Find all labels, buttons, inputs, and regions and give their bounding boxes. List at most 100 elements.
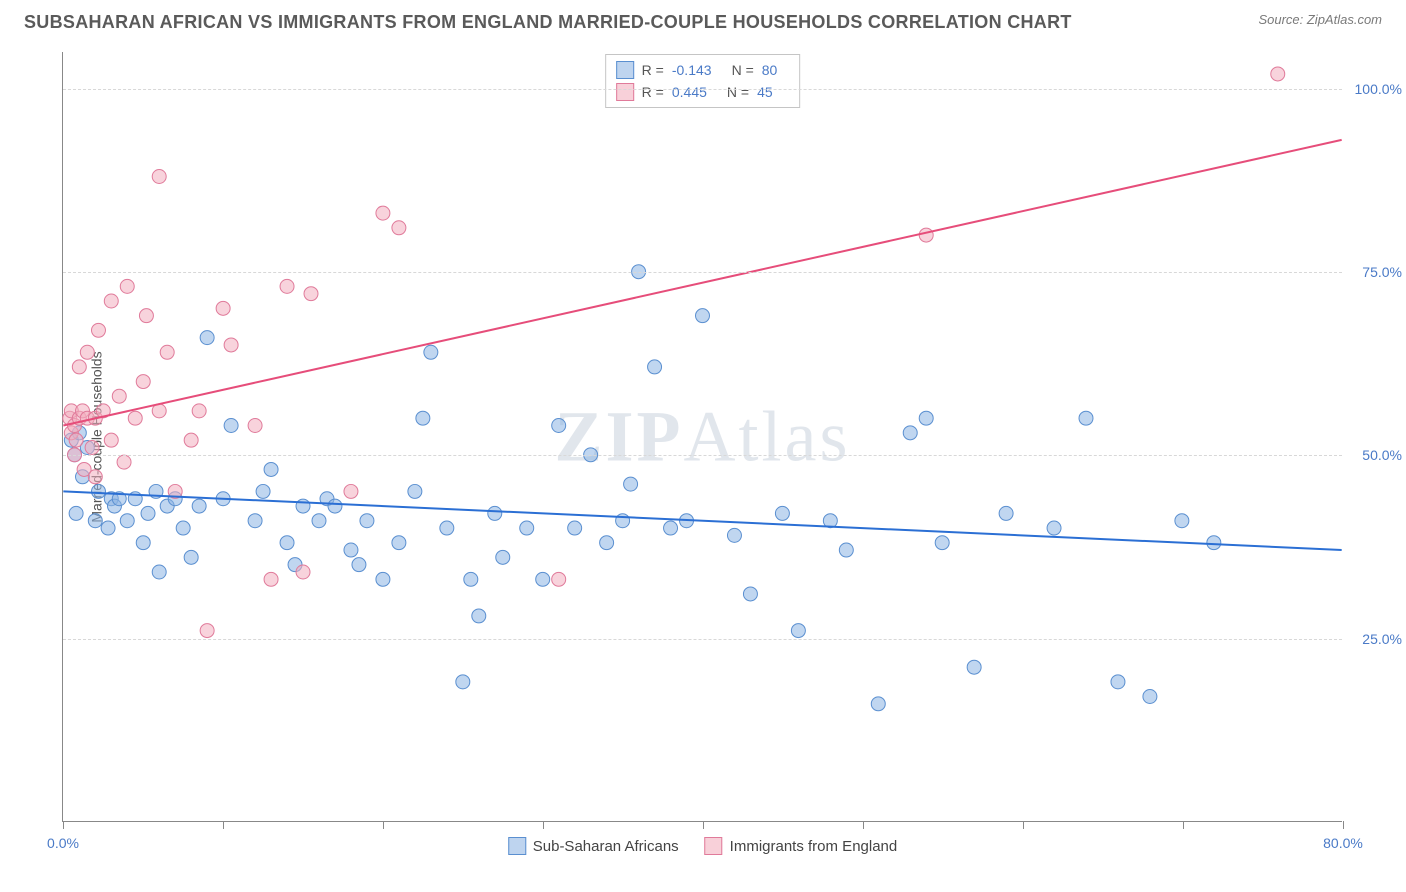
scatter-point xyxy=(344,543,358,557)
scatter-point xyxy=(743,587,757,601)
scatter-point xyxy=(600,536,614,550)
scatter-point xyxy=(88,470,102,484)
scatter-point xyxy=(464,572,478,586)
scatter-svg xyxy=(63,52,1342,821)
series-legend: Sub-Saharan Africans Immigrants from Eng… xyxy=(508,837,898,855)
y-tick-label: 100.0% xyxy=(1355,81,1402,97)
scatter-point xyxy=(376,572,390,586)
scatter-point xyxy=(224,419,238,433)
trend-line xyxy=(63,140,1341,426)
source-attribution: Source: ZipAtlas.com xyxy=(1258,12,1382,27)
x-tick xyxy=(1183,821,1184,829)
scatter-point xyxy=(192,404,206,418)
scatter-point xyxy=(472,609,486,623)
scatter-point xyxy=(80,345,94,359)
gridline-h xyxy=(63,89,1342,90)
legend-row-pink: R = 0.445 N = 45 xyxy=(616,81,790,103)
scatter-point xyxy=(536,572,550,586)
scatter-point xyxy=(160,345,174,359)
scatter-point xyxy=(919,411,933,425)
chart-plot-area: Married-couple Households ZIPAtlas R = -… xyxy=(62,52,1342,822)
scatter-point xyxy=(136,536,150,550)
x-tick xyxy=(1343,821,1344,829)
gridline-h xyxy=(63,639,1342,640)
scatter-point xyxy=(1175,514,1189,528)
x-tick xyxy=(703,821,704,829)
y-tick-label: 75.0% xyxy=(1362,264,1402,280)
r-label: R = xyxy=(642,81,664,103)
n-value-blue: 80 xyxy=(762,59,778,81)
n-value-pink: 45 xyxy=(757,81,773,103)
r-label: R = xyxy=(642,59,664,81)
scatter-point xyxy=(312,514,326,528)
correlation-legend: R = -0.143 N = 80 R = 0.445 N = 45 xyxy=(605,54,801,108)
scatter-point xyxy=(999,506,1013,520)
gridline-h xyxy=(63,272,1342,273)
legend-item-blue: Sub-Saharan Africans xyxy=(508,837,679,855)
scatter-point xyxy=(360,514,374,528)
scatter-point xyxy=(416,411,430,425)
scatter-point xyxy=(1079,411,1093,425)
scatter-point xyxy=(152,565,166,579)
scatter-point xyxy=(424,345,438,359)
scatter-point xyxy=(192,499,206,513)
scatter-point xyxy=(1111,675,1125,689)
scatter-point xyxy=(101,521,115,535)
scatter-point xyxy=(919,228,933,242)
scatter-point xyxy=(440,521,454,535)
scatter-point xyxy=(296,499,310,513)
chart-header: SUBSAHARAN AFRICAN VS IMMIGRANTS FROM EN… xyxy=(0,0,1406,37)
scatter-point xyxy=(176,521,190,535)
scatter-point xyxy=(264,572,278,586)
x-tick-label: 80.0% xyxy=(1323,835,1363,851)
scatter-point xyxy=(120,279,134,293)
scatter-point xyxy=(120,514,134,528)
scatter-point xyxy=(568,521,582,535)
scatter-point xyxy=(775,506,789,520)
scatter-point xyxy=(496,550,510,564)
scatter-point xyxy=(104,294,118,308)
scatter-point xyxy=(624,477,638,491)
scatter-point xyxy=(104,433,118,447)
scatter-point xyxy=(136,375,150,389)
n-label: N = xyxy=(727,81,749,103)
scatter-point xyxy=(117,455,131,469)
scatter-point xyxy=(552,419,566,433)
scatter-point xyxy=(520,521,534,535)
scatter-point xyxy=(69,433,83,447)
scatter-point xyxy=(216,301,230,315)
scatter-point xyxy=(839,543,853,557)
x-tick xyxy=(383,821,384,829)
scatter-point xyxy=(200,331,214,345)
scatter-point xyxy=(256,484,270,498)
scatter-point xyxy=(344,484,358,498)
x-tick xyxy=(543,821,544,829)
scatter-point xyxy=(91,484,105,498)
legend-row-blue: R = -0.143 N = 80 xyxy=(616,59,790,81)
scatter-point xyxy=(184,433,198,447)
y-tick-label: 50.0% xyxy=(1362,447,1402,463)
scatter-point xyxy=(935,536,949,550)
scatter-point xyxy=(664,521,678,535)
scatter-point xyxy=(352,558,366,572)
x-tick xyxy=(63,821,64,829)
scatter-point xyxy=(1271,67,1285,81)
scatter-point xyxy=(91,323,105,337)
legend-item-pink: Immigrants from England xyxy=(705,837,898,855)
scatter-point xyxy=(72,360,86,374)
scatter-point xyxy=(224,338,238,352)
x-tick-label: 0.0% xyxy=(47,835,79,851)
scatter-point xyxy=(871,697,885,711)
y-tick-label: 25.0% xyxy=(1362,631,1402,647)
scatter-point xyxy=(200,624,214,638)
scatter-point xyxy=(280,279,294,293)
scatter-point xyxy=(296,565,310,579)
scatter-point xyxy=(112,389,126,403)
scatter-point xyxy=(392,536,406,550)
swatch-pink-icon xyxy=(616,83,634,101)
scatter-point xyxy=(141,506,155,520)
legend-label: Sub-Saharan Africans xyxy=(533,838,679,855)
scatter-point xyxy=(280,536,294,550)
scatter-point xyxy=(392,221,406,235)
scatter-point xyxy=(152,170,166,184)
